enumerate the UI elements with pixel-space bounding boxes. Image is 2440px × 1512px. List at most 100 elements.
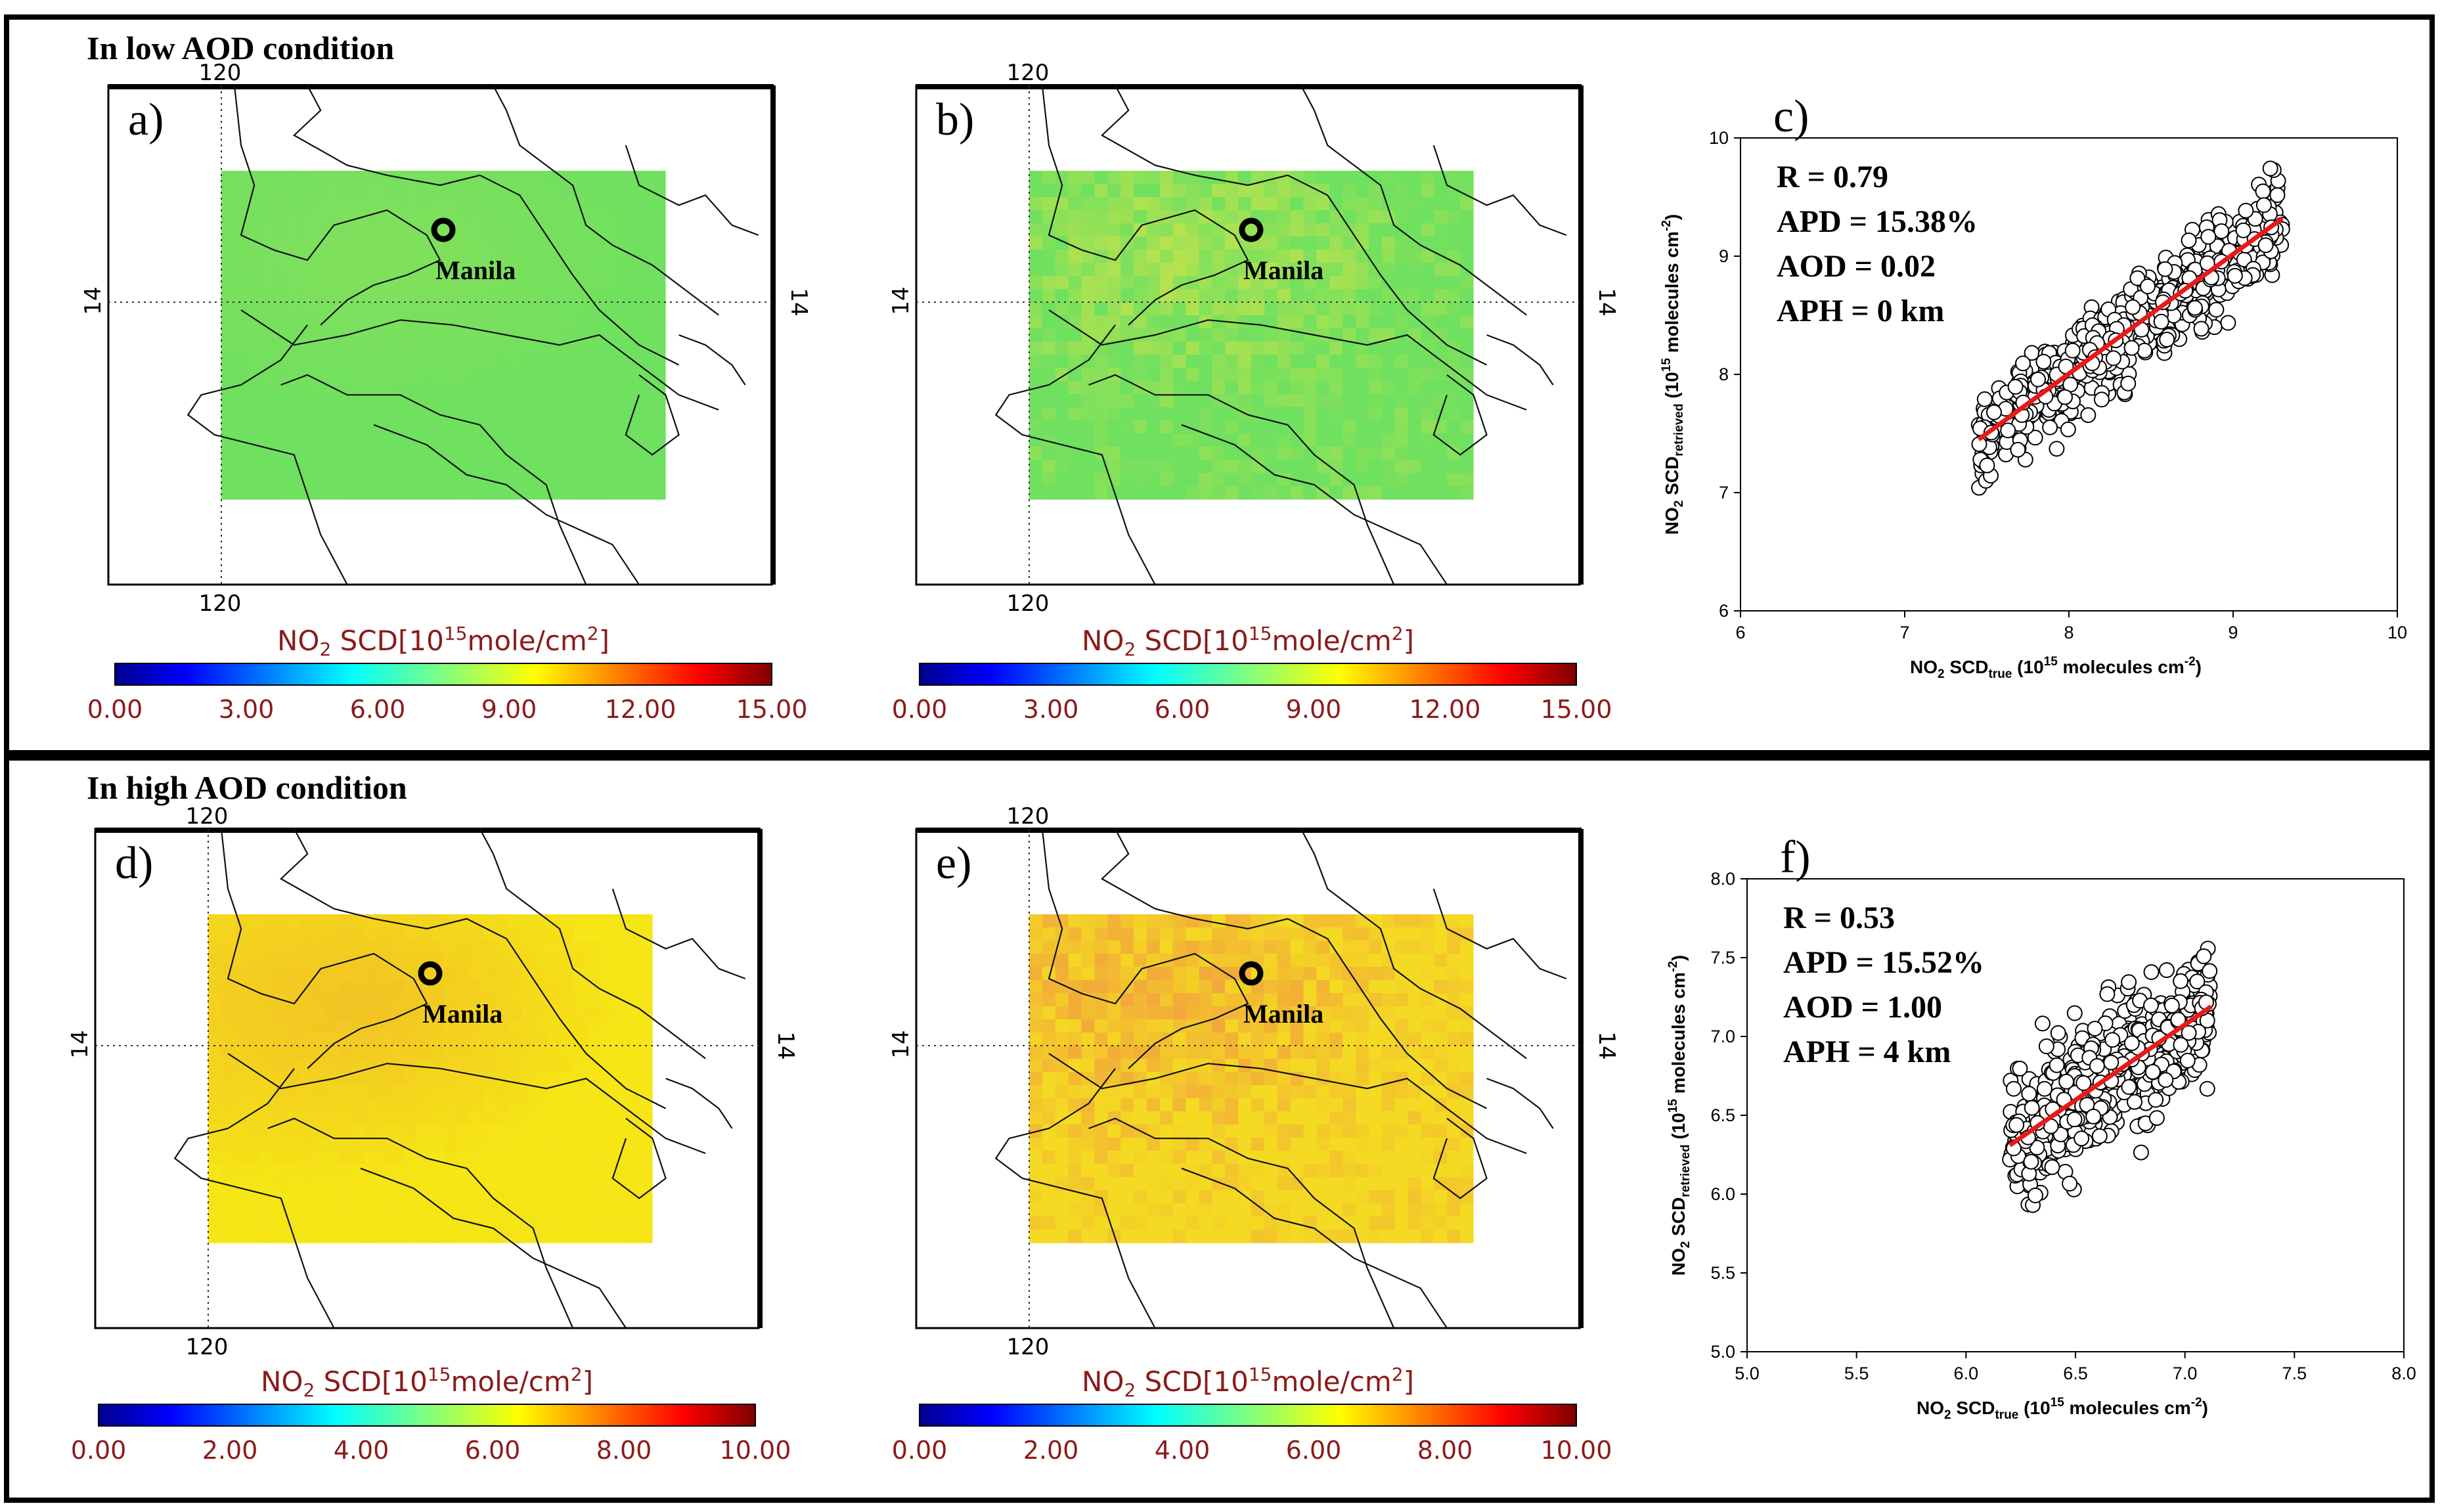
colorbar-tick: 6.00 — [465, 1436, 521, 1465]
scatter-chart-2: 5.0 5.5 6.0 6.5 7.0 7.5 8.0 5.0 5.5 6.0 6.5 7.0 7.5 8… — [1666, 832, 2416, 1422]
data-point — [1976, 391, 1993, 407]
data-point — [2050, 1025, 2066, 1041]
no2-field — [221, 171, 666, 500]
colorbar-tick: 0.00 — [892, 695, 948, 724]
data-point — [2015, 355, 2031, 372]
colorbar-tick: 12.00 — [1409, 695, 1481, 724]
lon-label-top: 120 — [186, 803, 229, 830]
data-point — [2057, 389, 2073, 405]
colorbar-tick: 15.00 — [736, 695, 808, 724]
colorbar-tick: 3.00 — [1023, 695, 1079, 724]
colorbar — [919, 1404, 1577, 1427]
stat-text: AOD = 0.02 — [1777, 249, 1936, 284]
data-point — [2074, 1130, 2090, 1147]
data-point — [2104, 1032, 2121, 1048]
section-title-low-aod: In low AOD condition — [87, 30, 394, 66]
city-label: Manila — [422, 999, 502, 1029]
lat-label-right: 14 — [1593, 1031, 1620, 1059]
data-point — [2093, 391, 2110, 408]
data-point — [2157, 261, 2173, 277]
colorbar — [114, 663, 772, 686]
data-point — [2105, 350, 2121, 367]
data-point — [2158, 1072, 2174, 1088]
lat-label-left: 14 — [67, 1030, 93, 1058]
y-tick-label: 8.0 — [1710, 869, 1735, 889]
data-point — [2235, 222, 2251, 238]
lon-label-top: 120 — [199, 60, 242, 86]
y-tick-label: 8 — [1719, 365, 1729, 384]
colorbar-tick: 6.00 — [350, 695, 406, 724]
data-point — [2010, 441, 2026, 458]
colorbar-tick: 6.00 — [1155, 695, 1210, 724]
lon-label-top: 120 — [1007, 803, 1050, 830]
data-point — [2181, 233, 2197, 248]
coastline — [187, 85, 759, 585]
section-title-high-aod: In high AOD condition — [87, 769, 407, 806]
y-axis-label: NO2 SCDretrieved (1015 molecules cm-2) — [1660, 214, 1686, 535]
x-axis-label: NO2 SCDtrue (1015 molecules cm-2) — [1910, 655, 2202, 681]
data-point — [2064, 342, 2081, 359]
data-point — [2227, 267, 2243, 284]
data-point — [2035, 353, 2052, 370]
data-point — [2255, 197, 2272, 213]
colorbar-tick: 10.00 — [1541, 1436, 1612, 1465]
colorbar-title: NO2 SCD[1015mole/cm2] — [277, 623, 610, 660]
data-point — [2125, 299, 2141, 315]
data-point — [1986, 404, 2002, 420]
y-tick-label: 7.0 — [1710, 1027, 1735, 1046]
y-tick-label: 10 — [1709, 128, 1729, 148]
data-point — [2181, 1025, 2197, 1041]
lat-label-left: 14 — [80, 286, 106, 315]
data-point — [2049, 1057, 2065, 1073]
data-point — [2103, 1054, 2119, 1071]
data-point — [2120, 375, 2137, 391]
data-point — [2133, 1144, 2149, 1161]
data-point — [2143, 964, 2160, 980]
y-tick-label: 9 — [1719, 246, 1729, 266]
colorbar-tick: 9.00 — [481, 695, 537, 724]
data-point — [2024, 1100, 2040, 1116]
data-point — [2023, 1153, 2039, 1170]
data-point — [2007, 378, 2024, 395]
stat-text: R = 0.79 — [1777, 160, 1888, 194]
data-point — [2075, 1075, 2092, 1091]
city-marker-icon — [1239, 961, 1264, 986]
y-tick-label: 5.0 — [1710, 1342, 1735, 1362]
data-point — [1979, 457, 1995, 474]
city-marker-icon — [1239, 217, 1264, 242]
colorbar-tick: 2.00 — [1023, 1436, 1079, 1465]
data-point — [2163, 997, 2180, 1013]
panel-label: b) — [936, 95, 974, 145]
data-point — [2200, 229, 2217, 245]
y-tick-label: 5.5 — [1710, 1263, 1735, 1283]
colorbar-tick: 9.00 — [1286, 695, 1342, 724]
panel-label: c) — [1773, 91, 1809, 142]
data-point — [2186, 300, 2203, 316]
x-tick-label: 6 — [1735, 623, 1745, 642]
data-point — [2085, 1108, 2102, 1124]
lon-label-top: 120 — [1007, 60, 1050, 86]
data-point — [2257, 237, 2274, 254]
x-tick-label: 7.0 — [2173, 1364, 2198, 1383]
stat-text: AOD = 1.00 — [1783, 990, 1942, 1025]
colorbar — [98, 1404, 756, 1427]
panel-label: a) — [128, 95, 164, 145]
panel-label: e) — [936, 838, 971, 889]
data-point — [2062, 1176, 2078, 1191]
data-point — [2123, 1035, 2140, 1052]
colorbar-tick: 0.00 — [892, 1436, 948, 1465]
colorbar-tick: 8.00 — [596, 1436, 652, 1465]
data-point — [2213, 223, 2230, 239]
lon-label-bottom: 120 — [199, 590, 242, 617]
x-tick-label: 5.5 — [1844, 1364, 1869, 1383]
lon-label-bottom: 120 — [1007, 590, 1050, 617]
data-point — [2042, 419, 2058, 435]
charts-layer: 6 7 8 9 10 6 7 8 9 10 NO2 SCDtrue (1015 molecules … — [1660, 91, 2416, 1422]
x-axis-label: NO2 SCDtrue (1015 molecules cm-2) — [1917, 1396, 2208, 1422]
colorbar-tick: 0.00 — [71, 1436, 127, 1465]
data-point — [2173, 973, 2189, 989]
data-point — [2012, 1060, 2028, 1077]
data-point — [2080, 407, 2096, 423]
lat-label-right: 14 — [772, 1031, 799, 1059]
panel-label: f) — [1780, 832, 1811, 883]
